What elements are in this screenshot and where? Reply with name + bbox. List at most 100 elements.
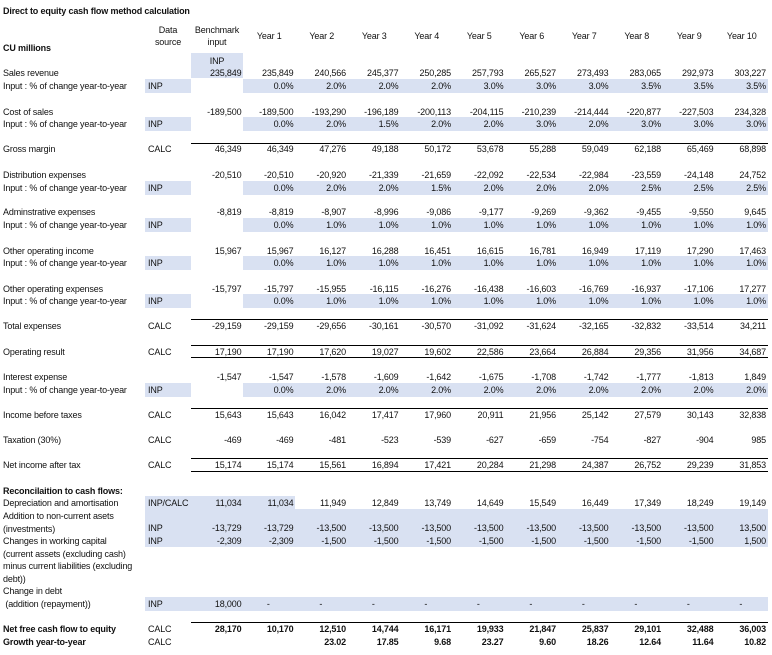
year-3-administrative: -8,996: [373, 207, 399, 217]
year-10-depreciation: 19,149: [739, 498, 766, 508]
year-4-gross-margin: 50,172: [424, 144, 451, 154]
year-3-net-income: 16,894: [371, 460, 399, 470]
year-4-income-before-taxes: 17,960: [424, 410, 451, 420]
header-benchmark: Benchmark input: [194, 25, 240, 47]
header-year-8: Year 8: [624, 31, 650, 41]
year-6-income-before-taxes: 21,956: [529, 410, 556, 420]
input-cell-shading: [145, 256, 191, 270]
year-7-interest-pct: 2.0%: [588, 385, 609, 395]
year-3-other-income: 16,288: [371, 246, 399, 256]
year-7-gross-margin: 59,049: [581, 144, 609, 154]
input-cell-shading: [243, 218, 768, 232]
year-8-depreciation: 17,349: [634, 498, 661, 508]
year-9-sales-pct: 3.5%: [693, 81, 714, 91]
year-9-net-fcf: 32,488: [686, 624, 714, 634]
data-source-gross-margin: CALC: [148, 144, 172, 154]
input-cell-shading: [145, 117, 191, 131]
row-label-total-expenses: Total expenses: [3, 321, 61, 331]
year-7-other-expenses-pct: 1.0%: [588, 296, 609, 306]
year-2-cost-of-sales: -193,290: [311, 107, 346, 117]
year-2-net-fcf: 12,510: [319, 624, 346, 634]
year-8-operating-result: 29,356: [634, 347, 661, 357]
year-5-taxation: -627: [486, 435, 504, 445]
year-2-administrative: -8,907: [321, 207, 346, 217]
data-source-administrative-pct: INP: [148, 220, 163, 230]
year-7-sales: 273,493: [577, 68, 609, 78]
year-6-working-capital: -1,500: [531, 536, 556, 546]
year-5-sales: 257,793: [472, 68, 504, 78]
year-3-distribution: -21,339: [369, 170, 399, 180]
benchmark-other-expenses: -15,797: [212, 284, 242, 294]
year-4-cost-of-sales: -200,113: [417, 107, 451, 117]
data-source-operating-result: CALC: [148, 347, 172, 357]
year-5-cost-pct: 2.0%: [483, 119, 504, 129]
year-6-debt: -: [529, 599, 533, 609]
year-2-debt: -: [319, 599, 323, 609]
year-3-sales-pct: 2.0%: [378, 81, 399, 91]
input-cell-shading: [145, 294, 191, 308]
header-year-5: Year 5: [466, 31, 492, 41]
year-2-other-expenses: -15,955: [316, 284, 347, 294]
year-10-debt: -: [739, 599, 743, 609]
year-4-other-expenses: -16,276: [421, 284, 452, 294]
year-4-growth: 9.68: [434, 637, 451, 647]
year-1-sales-pct: 0.0%: [273, 81, 294, 91]
year-6-distribution: -22,534: [526, 170, 557, 180]
year-5-sales-pct: 3.0%: [483, 81, 504, 91]
year-9-gross-margin: 65,469: [686, 144, 714, 154]
year-2-other-income: 16,127: [319, 246, 346, 256]
year-1-non-current-assets: -13,729: [264, 523, 294, 533]
year-4-non-current-assets: -13,500: [421, 523, 452, 533]
year-3-cost-pct: 1.5%: [378, 119, 399, 129]
total-rule: [191, 357, 768, 358]
header-year-1: Year 1: [256, 31, 282, 41]
benchmark-net-income: 15,174: [214, 460, 242, 470]
year-10-cost-pct: 3.0%: [746, 119, 766, 129]
header-year-10: Year 10: [726, 31, 757, 41]
year-4-distribution-pct: 1.5%: [431, 183, 451, 193]
year-9-working-capital: -1,500: [688, 536, 714, 546]
year-9-debt: -: [686, 599, 690, 609]
year-2-income-before-taxes: 16,042: [319, 410, 346, 420]
year-8-other-expenses: -16,937: [631, 284, 662, 294]
year-5-other-income: 16,615: [476, 246, 504, 256]
year-4-distribution: -21,659: [421, 170, 452, 180]
year-9-income-before-taxes: 30,143: [686, 410, 714, 420]
row-label-administrative-pct: Input : % of change year-to-year: [3, 220, 127, 230]
year-9-interest-pct: 2.0%: [693, 385, 714, 395]
input-cell-shading: [145, 383, 191, 397]
year-6-other-income-pct: 1.0%: [536, 258, 556, 268]
year-1-debt: -: [266, 599, 270, 609]
benchmark-total-expenses: -29,159: [212, 321, 242, 331]
year-5-non-current-assets: -13,500: [474, 523, 504, 533]
year-8-total-expenses: -32,832: [631, 321, 662, 331]
year-5-distribution: -22,092: [474, 170, 504, 180]
year-8-non-current-assets: -13,500: [631, 523, 662, 533]
year-8-interest-pct: 2.0%: [641, 385, 661, 395]
year-7-income-before-taxes: 25,142: [581, 410, 609, 420]
year-9-non-current-assets: -13,500: [684, 523, 714, 533]
input-cell-shading: [243, 117, 768, 131]
data-source-depreciation: INP/CALC: [148, 498, 189, 508]
year-2-distribution-pct: 2.0%: [326, 183, 346, 193]
row-label-distribution: Distribution expenses: [3, 170, 86, 180]
year-4-interest-pct: 2.0%: [431, 385, 451, 395]
year-8-growth: 12.64: [639, 637, 661, 647]
data-source-net-fcf: CALC: [148, 624, 172, 634]
row-label-non-current-assets: Addition to non-current asets (investmen…: [3, 511, 114, 534]
year-5-income-before-taxes: 20,911: [477, 410, 504, 420]
year-6-cost-of-sales: -210,239: [521, 107, 556, 117]
benchmark-net-fcf: 28,170: [214, 624, 242, 634]
total-rule: [191, 345, 768, 346]
year-7-working-capital: -1,500: [583, 536, 609, 546]
row-label-operating-result: Operating result: [3, 347, 65, 357]
year-6-growth: 9.60: [539, 637, 556, 647]
year-6-sales: 265,527: [524, 68, 557, 78]
year-1-administrative-pct: 0.0%: [273, 220, 294, 230]
year-2-interest: -1,578: [321, 372, 346, 382]
year-1-administrative: -8,819: [268, 207, 294, 217]
year-10-cost-of-sales: 234,328: [734, 107, 767, 117]
year-7-taxation: -754: [591, 435, 609, 445]
benchmark-other-income: 15,967: [214, 246, 242, 256]
year-8-cost-of-sales: -220,877: [626, 107, 661, 117]
